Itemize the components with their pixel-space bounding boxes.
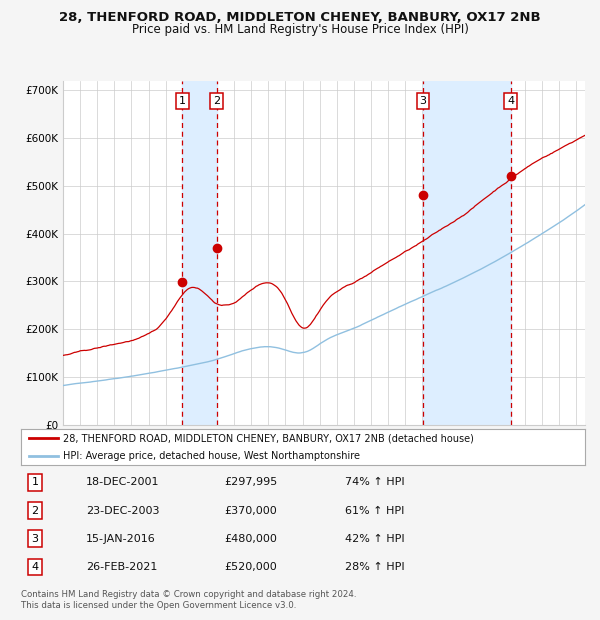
Text: 26-FEB-2021: 26-FEB-2021 [86, 562, 157, 572]
Text: 42% ↑ HPI: 42% ↑ HPI [346, 534, 405, 544]
Text: 2: 2 [32, 505, 38, 515]
Text: 3: 3 [32, 534, 38, 544]
Text: 28% ↑ HPI: 28% ↑ HPI [346, 562, 405, 572]
Text: 28, THENFORD ROAD, MIDDLETON CHENEY, BANBURY, OX17 2NB (detached house): 28, THENFORD ROAD, MIDDLETON CHENEY, BAN… [64, 433, 474, 443]
Text: Contains HM Land Registry data © Crown copyright and database right 2024.
This d: Contains HM Land Registry data © Crown c… [21, 590, 356, 609]
Bar [423, 81, 511, 425]
Text: 4: 4 [32, 562, 38, 572]
Text: 4: 4 [507, 96, 514, 106]
Text: £520,000: £520,000 [224, 562, 277, 572]
Text: 74% ↑ HPI: 74% ↑ HPI [346, 477, 405, 487]
Text: £480,000: £480,000 [224, 534, 277, 544]
Text: 18-DEC-2001: 18-DEC-2001 [86, 477, 160, 487]
Text: 2: 2 [213, 96, 220, 106]
Text: Price paid vs. HM Land Registry's House Price Index (HPI): Price paid vs. HM Land Registry's House … [131, 23, 469, 36]
Text: £370,000: £370,000 [224, 505, 277, 515]
Text: 1: 1 [179, 96, 186, 106]
Bar [182, 81, 217, 425]
Text: HPI: Average price, detached house, West Northamptonshire: HPI: Average price, detached house, West… [64, 451, 360, 461]
Text: 1: 1 [32, 477, 38, 487]
Text: 23-DEC-2003: 23-DEC-2003 [86, 505, 160, 515]
Text: 28, THENFORD ROAD, MIDDLETON CHENEY, BANBURY, OX17 2NB: 28, THENFORD ROAD, MIDDLETON CHENEY, BAN… [59, 11, 541, 24]
Text: 3: 3 [419, 96, 427, 106]
Text: 61% ↑ HPI: 61% ↑ HPI [346, 505, 404, 515]
Text: £297,995: £297,995 [224, 477, 277, 487]
Text: 15-JAN-2016: 15-JAN-2016 [86, 534, 155, 544]
